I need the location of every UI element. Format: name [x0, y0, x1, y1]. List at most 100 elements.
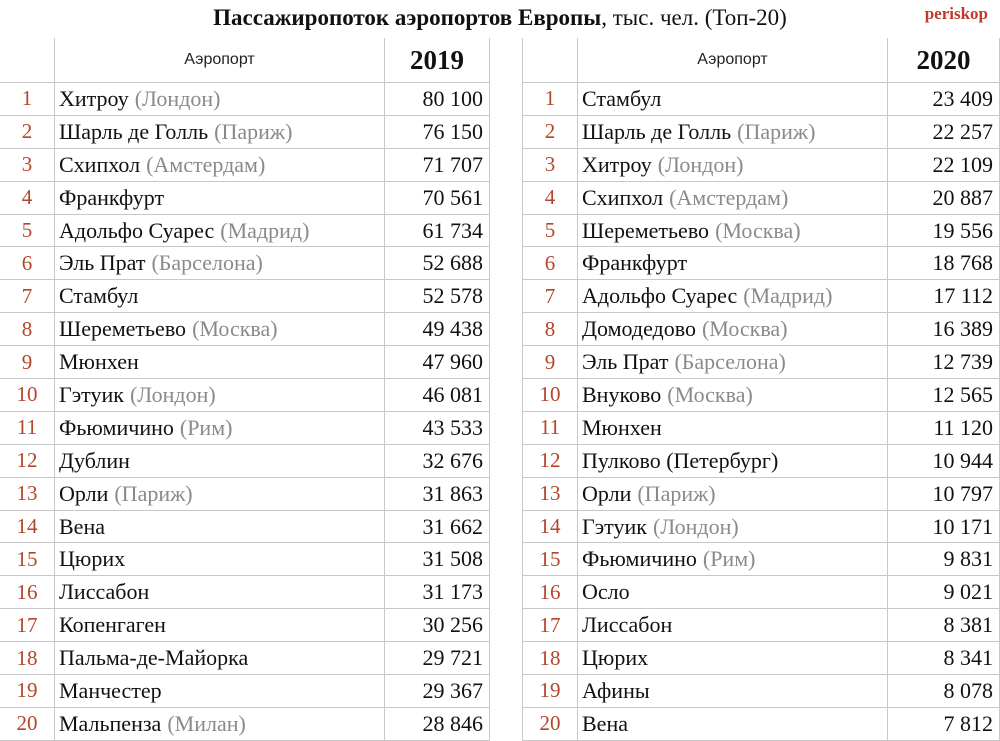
- passengers-2020: 19 556: [888, 214, 1000, 248]
- airport-cell-2020: Схипхол (Амстердам): [578, 181, 888, 215]
- airport-cell-2020: Шарль де Голль (Париж): [578, 115, 888, 149]
- airport-cell-2019: Шарль де Голль (Париж): [55, 115, 385, 149]
- table-gap: [490, 379, 523, 412]
- passengers-2019: 29 367: [385, 675, 490, 708]
- rank-2020: 4: [523, 181, 578, 215]
- passengers-2020: 17 112: [888, 280, 1000, 314]
- airport-name: Орли: [582, 480, 632, 506]
- airport-name: Мальпенза: [59, 710, 162, 736]
- table-gap: [490, 148, 523, 182]
- airport-cell-2019: Манчестер: [55, 675, 385, 708]
- airport-name: Дублин: [59, 447, 130, 473]
- passengers-2020: 23 409: [888, 83, 1000, 116]
- table-gap: [490, 477, 523, 511]
- passengers-2020: 8 078: [888, 675, 1000, 708]
- rank-2020: 20: [523, 707, 578, 741]
- airport-city: (Лондон): [657, 151, 744, 177]
- rank-2020: 1: [523, 83, 578, 116]
- table-gap: [490, 576, 523, 610]
- passengers-2019: 29 721: [385, 642, 490, 676]
- passengers-2019: 47 960: [385, 346, 490, 380]
- airport-cell-2020: Франкфурт: [578, 247, 888, 281]
- airport-cell-2019: Цюрих: [55, 543, 385, 577]
- table-gap: [490, 280, 523, 314]
- airport-city: (Лондон): [652, 513, 739, 539]
- airport-name: Схипхол: [582, 184, 664, 210]
- rank-2020: 18: [523, 642, 578, 676]
- table-gap: [490, 181, 523, 215]
- airport-cell-2019: Стамбул: [55, 280, 385, 314]
- airport-cell-2020: Хитроу (Лондон): [578, 148, 888, 182]
- header-rank-2020: [523, 38, 578, 83]
- table-gap: [490, 707, 523, 741]
- table-gap: [490, 83, 523, 116]
- rank-2019: 9: [0, 346, 55, 380]
- title-suffix: , тыс. чел. (Топ-20): [601, 5, 787, 30]
- rank-2019: 18: [0, 642, 55, 676]
- passengers-2019: 49 438: [385, 313, 490, 347]
- airport-cell-2020: Фьюмичино (Рим): [578, 543, 888, 577]
- passengers-2019: 52 688: [385, 247, 490, 281]
- header-rank-2019: [0, 38, 55, 83]
- passengers-2019: 61 734: [385, 214, 490, 248]
- table-gap: [490, 313, 523, 347]
- airport-name: Хитроу: [582, 151, 652, 177]
- airport-name: Пальма-де-Майорка: [59, 645, 249, 671]
- header-airport-2020: Аэропорт: [578, 38, 888, 83]
- rank-2020: 6: [523, 247, 578, 281]
- airport-cell-2020: Афины: [578, 675, 888, 708]
- airport-cell-2019: Фьюмичино (Рим): [55, 411, 385, 445]
- header-year-2020: 2020: [888, 38, 1000, 83]
- airport-name: Адольфо Суарес: [59, 217, 215, 243]
- table-gap: [490, 115, 523, 149]
- airport-name: Мюнхен: [59, 349, 139, 375]
- rank-2019: 13: [0, 477, 55, 511]
- airport-name: Эль Прат: [582, 349, 669, 375]
- passengers-2020: 8 381: [888, 609, 1000, 643]
- rank-2020: 5: [523, 214, 578, 248]
- rank-2019: 19: [0, 675, 55, 708]
- rank-2019: 1: [0, 83, 55, 116]
- airport-city: (Амстердам): [669, 184, 789, 210]
- passengers-2020: 12 565: [888, 379, 1000, 412]
- airport-name: Адольфо Суарес: [582, 283, 738, 309]
- airport-cell-2020: Орли (Париж): [578, 477, 888, 511]
- airport-city: (Рим): [702, 546, 756, 572]
- table-gap: [490, 38, 523, 83]
- airport-city: (Москва): [701, 316, 788, 342]
- airport-name: Осло: [582, 579, 630, 605]
- header-year-2019: 2019: [385, 38, 490, 83]
- airport-name: Цюрих: [59, 546, 126, 572]
- airport-city: (Рим): [179, 414, 233, 440]
- airport-name: Гэтуик: [59, 381, 124, 407]
- airport-cell-2019: Пальма-де-Майорка: [55, 642, 385, 676]
- passengers-2020: 18 768: [888, 247, 1000, 281]
- rank-2020: 12: [523, 444, 578, 478]
- airport-cell-2019: Гэтуик (Лондон): [55, 379, 385, 412]
- airport-city: (Москва): [715, 217, 801, 243]
- passengers-2020: 10 797: [888, 477, 1000, 511]
- passengers-2019: 46 081: [385, 379, 490, 412]
- airport-name: Цюрих: [582, 645, 649, 671]
- rank-2019: 20: [0, 707, 55, 741]
- airport-cell-2020: Пулково (Петербург): [578, 444, 888, 478]
- rank-2019: 11: [0, 411, 55, 445]
- airport-name: Лиссабон: [59, 579, 150, 605]
- airport-city: (Барселона): [151, 250, 263, 276]
- rank-2020: 7: [523, 280, 578, 314]
- airport-cell-2020: Вена: [578, 707, 888, 741]
- passengers-2020: 22 109: [888, 148, 1000, 182]
- airport-name: Франкфурт: [582, 250, 688, 276]
- brand-logo: periskop: [924, 4, 988, 23]
- header-airport-2019: Аэропорт: [55, 38, 385, 83]
- passengers-2020: 10 171: [888, 510, 1000, 544]
- airport-name: Стамбул: [582, 85, 662, 111]
- airport-cell-2020: Осло: [578, 576, 888, 610]
- passengers-2019: 43 533: [385, 411, 490, 445]
- airport-city: (Лондон): [134, 85, 221, 111]
- airport-name: Копенгаген: [59, 612, 166, 638]
- airport-city: (Париж): [114, 480, 193, 506]
- table-gap: [490, 214, 523, 248]
- airport-name: Гэтуик: [582, 513, 647, 539]
